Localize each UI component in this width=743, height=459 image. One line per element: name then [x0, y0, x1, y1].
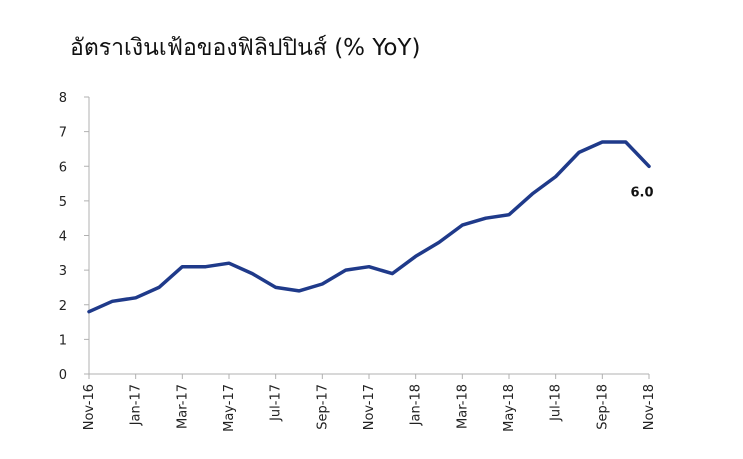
y-tick-label: 1	[59, 333, 67, 348]
x-tick-label: Sep-17	[315, 384, 330, 430]
x-tick-label: Jan-18	[409, 384, 424, 426]
x-tick-label: May-17	[222, 384, 237, 432]
x-tick-label: Nov-17	[362, 384, 377, 430]
y-tick-label: 3	[59, 264, 67, 279]
x-tick-label: Nov-18	[642, 384, 657, 430]
x-tick-label: Jul-17	[269, 384, 284, 422]
data-labels: 6.0	[630, 185, 653, 200]
x-tick-label: Jan-17	[129, 384, 144, 426]
x-tick-label: Mar-18	[455, 384, 470, 429]
chart-title: อัตราเงินเฟ้อของฟิลิปปินส์ (% YoY)	[70, 35, 421, 61]
x-tick-label: Mar-17	[175, 384, 190, 429]
y-axis-ticks: 0 1 2 3 4 5 6 7 8	[59, 91, 89, 383]
series-line	[87, 140, 651, 314]
y-tick-label: 6	[59, 160, 67, 175]
y-tick-label: 7	[59, 126, 67, 141]
x-tick-label: May-18	[502, 384, 517, 432]
chart-series	[87, 140, 651, 314]
data-label: 6.0	[630, 185, 653, 200]
y-tick-label: 2	[59, 299, 67, 314]
x-tick-label: Jul-18	[549, 384, 564, 422]
y-tick-label: 4	[59, 230, 67, 245]
x-tick-label: Nov-16	[82, 384, 97, 430]
chart-axes	[88, 97, 649, 375]
x-axis-ticks: Nov-16 Jan-17 Mar-17 May-17 Jul-17 Sep-17 Nov-…	[82, 374, 657, 432]
y-tick-label: 5	[59, 195, 67, 210]
x-tick-label: Sep-18	[595, 384, 610, 430]
y-tick-label: 0	[59, 368, 67, 383]
y-tick-label: 8	[59, 91, 67, 106]
